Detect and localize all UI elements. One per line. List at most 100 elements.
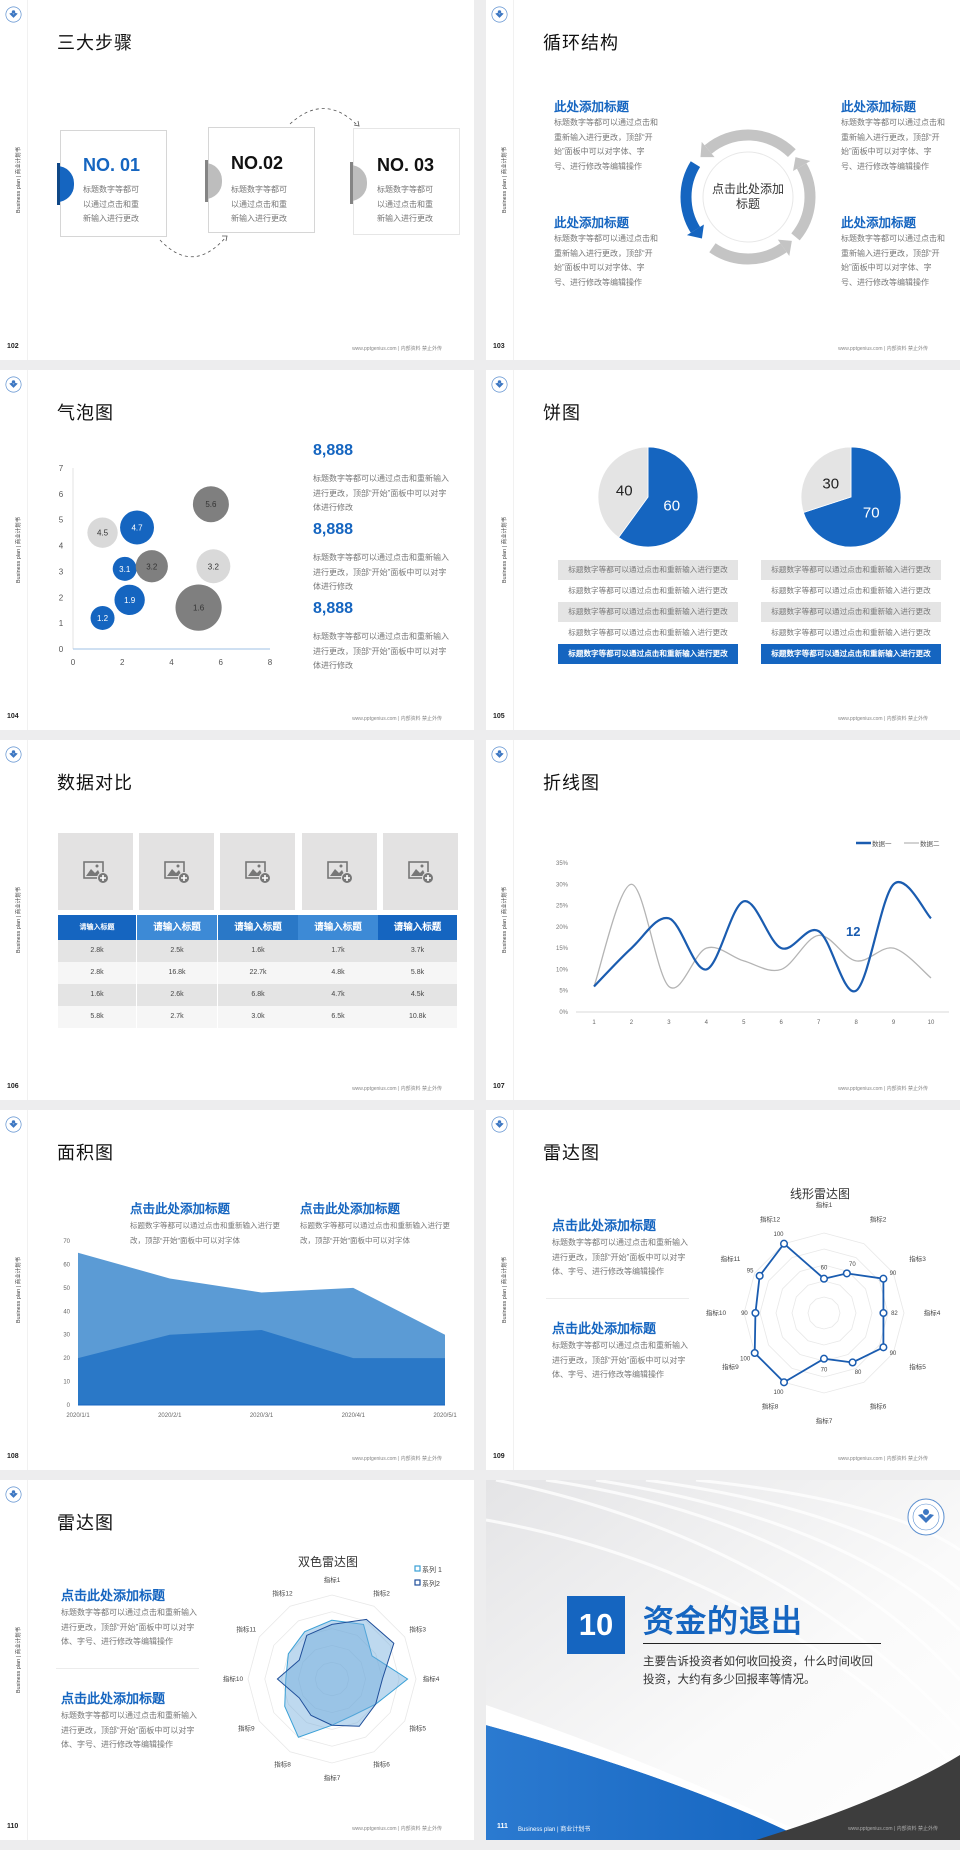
- table-cell: 3.7k: [378, 940, 458, 962]
- category-label: 指标4: [924, 1308, 941, 1317]
- y-tick-label: 40: [63, 1309, 70, 1315]
- university-seal-logo: [5, 746, 22, 763]
- block-heading: 此处添加标题: [554, 216, 630, 230]
- y-tick-label: 60: [63, 1262, 70, 1268]
- radar-series-2: [276, 1618, 395, 1727]
- blue-swoosh: [486, 1725, 806, 1840]
- radar-point: [750, 1348, 759, 1358]
- chart-title: 双色雷达图: [298, 1555, 358, 1569]
- add-image-icon: [327, 861, 353, 884]
- image-placeholder[interactable]: [383, 833, 458, 910]
- category-label: 指标3: [909, 1254, 926, 1263]
- block-text: 标题数字等都可以通过点击和重新输入进行更改，顶部“开始”面板中可以对字体: [300, 1221, 450, 1245]
- page-number: 102: [7, 343, 19, 350]
- value-label: 90: [890, 1351, 897, 1357]
- x-tick-label: 8: [268, 658, 273, 667]
- x-tick-label: 6: [780, 1020, 784, 1026]
- y-tick-label: 30: [63, 1333, 70, 1339]
- column-header: 请输入标题: [218, 915, 299, 940]
- text-row: 标题数字等都可以通过点击和重新输入进行更改: [568, 586, 728, 595]
- slide-107[interactable]: 折线图 0% 5% 10% 15% 20% 25% 30% 35% 1 2 3 4 5 6 7 8 9 10 数据一…: [486, 740, 960, 1100]
- pie-slice-label: 40: [616, 482, 633, 499]
- radar-point: [751, 1308, 760, 1318]
- divider: [546, 1298, 689, 1299]
- slide-108[interactable]: 面积图 0 10 20 30 40 50 60 70 2020/1/1 2020/2/1 2020/…: [0, 1110, 474, 1470]
- block-heading: 点击此处添加标题: [552, 1218, 657, 1233]
- x-tick-label: 3: [667, 1020, 671, 1026]
- legend-swatch: [414, 1579, 421, 1586]
- radar-point: [879, 1308, 888, 1318]
- block-text: 标题数字等都可以通过点击和重新输入进行更改，顶部“开始”面板中可以对字体、字号、…: [841, 118, 945, 171]
- side-divider: [27, 740, 28, 1100]
- step-text-1: 标题数字等都可以通过点击和重新输入进行更改: [83, 185, 139, 223]
- slide-109[interactable]: 雷达图 线形雷达图 指标1 指标2 指标3 指标4 指标5 指标6 指标7 指标8 指标9 指标10…: [486, 1110, 960, 1470]
- text-row: 标题数字等都可以通过点击和重新输入进行更改: [558, 560, 738, 580]
- side-divider: [27, 1480, 28, 1840]
- y-tick-label: 50: [63, 1286, 70, 1292]
- slide-106[interactable]: 数据对比 Business plan | 商业计划书 106 www.pptgeni…: [0, 740, 474, 1100]
- block-heading: 点击此处添加标题: [552, 1321, 657, 1336]
- slide-title: 雷达图: [57, 1513, 114, 1533]
- image-placeholder[interactable]: [302, 833, 377, 910]
- image-placeholder[interactable]: [139, 833, 214, 910]
- y-tick-label: 0: [67, 1403, 71, 1409]
- radar-grid-ring: [807, 1296, 841, 1330]
- slide-title: 饼图: [543, 403, 581, 423]
- value-label: 90: [741, 1311, 748, 1317]
- value-label: 90: [890, 1271, 897, 1277]
- side-caption: Business plan | 商业计划书: [502, 516, 508, 584]
- side-divider: [27, 1110, 28, 1470]
- x-tick-label: 4: [169, 658, 174, 667]
- table-cell: 2.8k: [58, 962, 137, 984]
- side-divider: [27, 370, 28, 730]
- image-placeholder[interactable]: [58, 833, 133, 910]
- footer-brand: Business plan | 商业计划书: [518, 1827, 591, 1833]
- slide-105[interactable]: 饼图 60 40 70 30 Business plan | 商业计划书 105 www.…: [486, 370, 960, 730]
- cycle-arrow-left-head: [686, 224, 704, 239]
- slide-111-section-cover[interactable]: 10 资金的退出 主要告诉投资者如何收回投资，什么时间收回投资，大约有多少回报率…: [486, 1480, 960, 1840]
- university-seal-logo: [5, 376, 22, 393]
- line-series-1: [593, 880, 932, 993]
- x-tick-label: 6: [219, 658, 224, 667]
- cycle-arrow-bottom: [709, 243, 787, 265]
- y-tick-label: 10%: [556, 967, 569, 973]
- x-tick-label: 2020/5/1: [433, 1413, 457, 1419]
- step-text-2: 标题数字等都可以通过点击和重新输入进行更改: [231, 185, 287, 223]
- cycle-arrow-left: [680, 161, 701, 233]
- text-row: 标题数字等都可以通过点击和重新输入进行更改: [771, 628, 931, 637]
- category-label: 指标3: [409, 1625, 426, 1634]
- y-tick-label: 25%: [556, 904, 569, 910]
- university-seal-logo: [907, 1498, 945, 1536]
- slide-102[interactable]: 三大步骤 NO. 01 标题数字等都可以通过点击和重新输入进行更改 NO.02 …: [0, 0, 474, 360]
- radar-point: [779, 1378, 789, 1387]
- y-tick-label: 30%: [556, 882, 569, 888]
- pie-slice-label: 60: [663, 498, 680, 515]
- category-label: 指标12: [760, 1214, 781, 1223]
- radar-grid-ring: [743, 1232, 905, 1394]
- x-tick-label: 9: [892, 1020, 896, 1026]
- block-heading: 此处添加标题: [554, 100, 630, 114]
- side-caption: Business plan | 商业计划书: [16, 146, 22, 214]
- x-tick-label: 2: [630, 1020, 634, 1026]
- radar-grid-ring: [791, 1280, 857, 1346]
- image-placeholder[interactable]: [220, 833, 295, 910]
- slide-104[interactable]: 气泡图 0 1 2 3 4 5 6 7 0 2 4 6 8 1.2 1.9 3.1 4.7 4.5 3.2 3.2 5.…: [0, 370, 474, 730]
- block-heading: 点击此处添加标题: [61, 1691, 166, 1706]
- section-description: 主要告诉投资者如何收回投资，什么时间收回投资，大约有多少回报率等情况。: [643, 1656, 873, 1686]
- side-divider: [27, 0, 28, 360]
- table-cell: 1.6k: [218, 940, 299, 962]
- slide-110[interactable]: 雷达图 双色雷达图 指标1 指标2 指标3 指标4 指标5 指标6 指标7 指标8 指标9 指标10…: [0, 1480, 474, 1840]
- side-divider: [513, 370, 514, 730]
- column-header: 请输入标题: [298, 915, 379, 940]
- add-image-icon: [408, 861, 434, 884]
- radar-grid-ring: [759, 1248, 889, 1378]
- footer-note: www.pptgenius.com | 内部资料 禁止外传: [838, 1456, 928, 1462]
- y-tick-label: 3: [59, 567, 64, 576]
- bubble: [114, 584, 145, 616]
- value-label: 82: [891, 1311, 898, 1317]
- table-cell: 2.5k: [137, 940, 218, 962]
- slide-103[interactable]: 循环结构 点击此处添加标题 此处添加标题 标题数字等都可以通过点击和重新输入进行…: [486, 0, 960, 360]
- side-divider: [513, 1110, 514, 1470]
- value-label: 80: [855, 1370, 862, 1376]
- stat-value: 8,888: [313, 521, 354, 538]
